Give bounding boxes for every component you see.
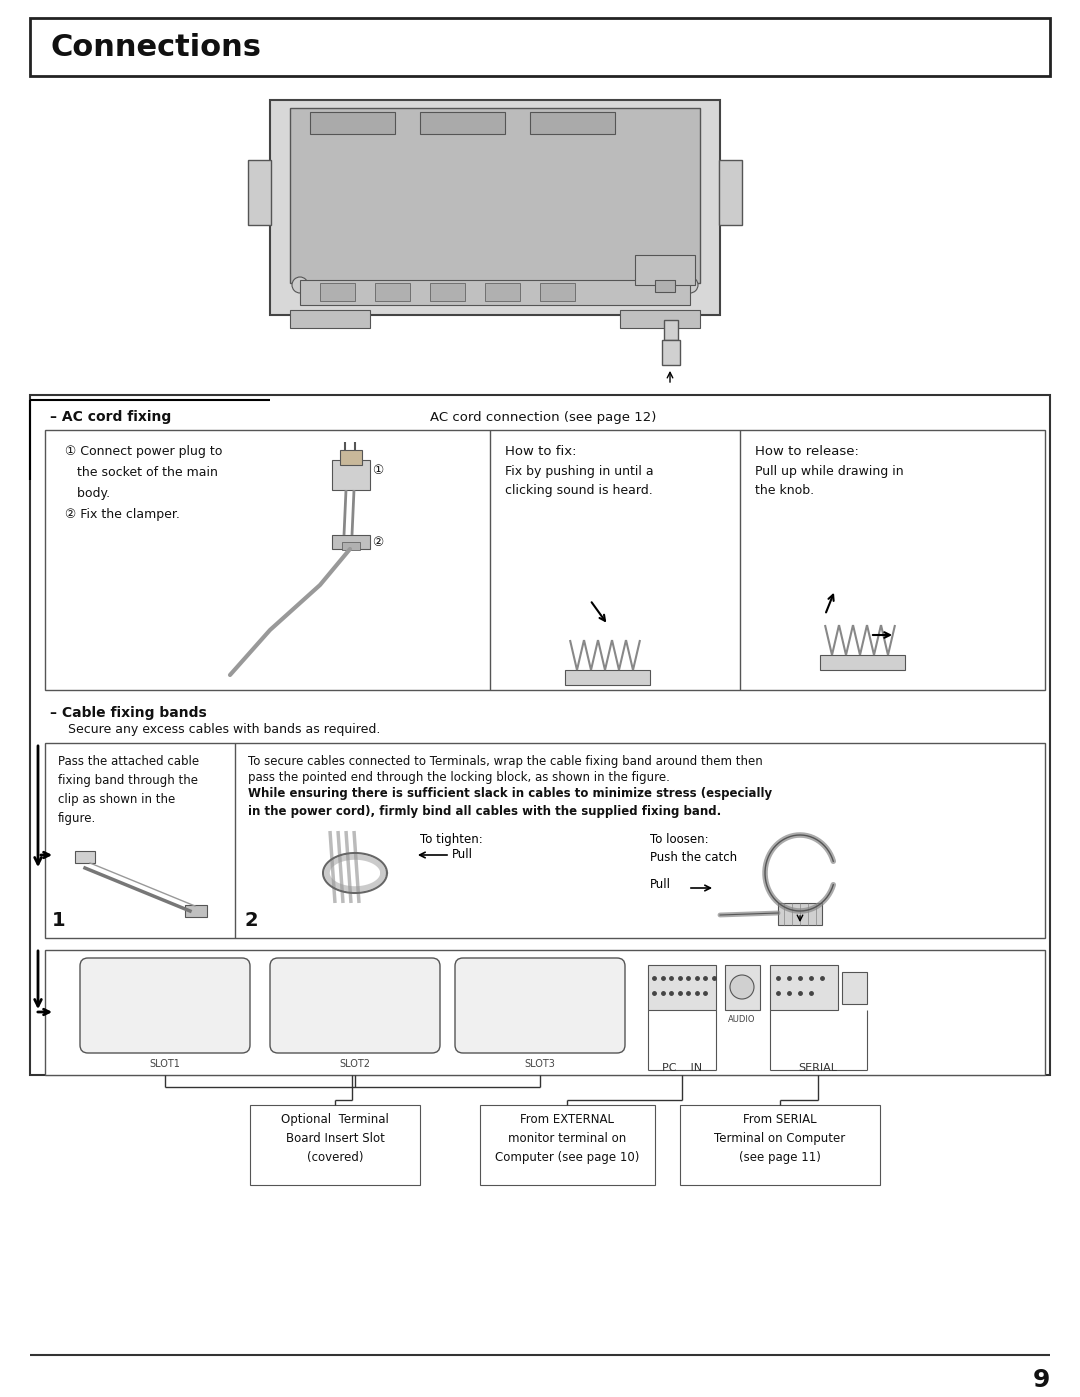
Text: From SERIAL
Terminal on Computer
(see page 11): From SERIAL Terminal on Computer (see pa…	[714, 1113, 846, 1164]
Bar	[270, 101, 720, 314]
Text: Optional  Terminal
Board Insert Slot
(covered): Optional Terminal Board Insert Slot (cov…	[281, 1113, 389, 1164]
Bar	[664, 320, 678, 339]
Bar	[485, 284, 519, 300]
Bar	[291, 108, 700, 284]
Bar	[770, 965, 838, 1010]
Text: How to fix:: How to fix:	[505, 446, 577, 458]
Text: AUDIO: AUDIO	[728, 1016, 756, 1024]
Text: SLOT2: SLOT2	[339, 1059, 370, 1069]
Bar	[185, 905, 207, 916]
Text: Pass the attached cable
fixing band through the
clip as shown in the
figure.: Pass the attached cable fixing band thro…	[58, 754, 199, 826]
Bar	[332, 460, 370, 490]
Bar	[45, 950, 1045, 1076]
Bar	[30, 395, 1050, 1076]
Bar	[842, 972, 867, 1004]
Bar	[248, 161, 271, 225]
Text: SERIAL: SERIAL	[798, 1063, 837, 1073]
Bar	[480, 1105, 654, 1185]
Bar	[648, 965, 716, 1010]
Text: – AC cord fixing: – AC cord fixing	[50, 409, 172, 425]
Text: 1: 1	[52, 911, 66, 930]
Text: Pull: Pull	[453, 848, 473, 862]
Bar	[30, 18, 1050, 75]
Bar	[342, 542, 360, 550]
Bar	[249, 1105, 420, 1185]
FancyBboxPatch shape	[80, 958, 249, 1053]
Text: ① Connect power plug to
   the socket of the main
   body.
② Fix the clamper.: ① Connect power plug to the socket of th…	[65, 446, 222, 521]
Text: PC    IN: PC IN	[662, 1063, 702, 1073]
Bar	[540, 284, 575, 300]
Bar	[725, 965, 760, 1010]
Bar	[320, 284, 355, 300]
Text: SLOT3: SLOT3	[525, 1059, 555, 1069]
Text: To loosen:
Push the catch: To loosen: Push the catch	[650, 833, 738, 863]
Bar	[620, 310, 700, 328]
Bar	[565, 671, 650, 685]
Circle shape	[292, 277, 308, 293]
Text: 2: 2	[245, 911, 258, 930]
FancyBboxPatch shape	[455, 958, 625, 1053]
Text: While ensuring there is sufficient slack in cables to minimize stress (especiall: While ensuring there is sufficient slack…	[248, 787, 772, 819]
Text: ②: ②	[372, 535, 383, 549]
Bar	[375, 284, 410, 300]
Text: AC cord connection (see page 12): AC cord connection (see page 12)	[430, 411, 657, 423]
Text: Connections: Connections	[50, 32, 261, 61]
Text: SLOT1: SLOT1	[149, 1059, 180, 1069]
Bar	[45, 430, 1045, 690]
Text: – Cable fixing bands: – Cable fixing bands	[50, 705, 206, 719]
Bar	[340, 450, 362, 465]
Bar	[654, 279, 675, 292]
Bar	[820, 655, 905, 671]
FancyBboxPatch shape	[270, 958, 440, 1053]
Text: Pull: Pull	[650, 877, 671, 891]
Bar	[332, 535, 370, 549]
Circle shape	[730, 975, 754, 999]
Bar	[75, 851, 95, 863]
Bar	[635, 256, 696, 285]
Text: To tighten:: To tighten:	[420, 833, 483, 847]
Bar	[45, 743, 1045, 937]
Text: 9: 9	[1032, 1368, 1050, 1391]
Bar	[719, 161, 742, 225]
Bar	[300, 279, 690, 305]
Text: From EXTERNAL
monitor terminal on
Computer (see page 10): From EXTERNAL monitor terminal on Comput…	[495, 1113, 639, 1164]
Text: How to release:: How to release:	[755, 446, 859, 458]
Bar	[420, 112, 505, 134]
Bar	[680, 1105, 880, 1185]
Bar	[778, 902, 822, 925]
Text: pass the pointed end through the locking block, as shown in the figure.: pass the pointed end through the locking…	[248, 771, 670, 784]
Text: ①: ①	[372, 464, 383, 476]
Bar	[310, 112, 395, 134]
Bar	[430, 284, 465, 300]
Bar	[662, 339, 680, 365]
Bar	[291, 310, 370, 328]
Text: Pull up while drawing in
the knob.: Pull up while drawing in the knob.	[755, 465, 904, 497]
Text: Secure any excess cables with bands as required.: Secure any excess cables with bands as r…	[68, 724, 380, 736]
Text: Fix by pushing in until a
clicking sound is heard.: Fix by pushing in until a clicking sound…	[505, 465, 653, 497]
Text: To secure cables connected to Terminals, wrap the cable fixing band around them : To secure cables connected to Terminals,…	[248, 754, 762, 768]
Circle shape	[681, 277, 698, 293]
Bar	[530, 112, 615, 134]
